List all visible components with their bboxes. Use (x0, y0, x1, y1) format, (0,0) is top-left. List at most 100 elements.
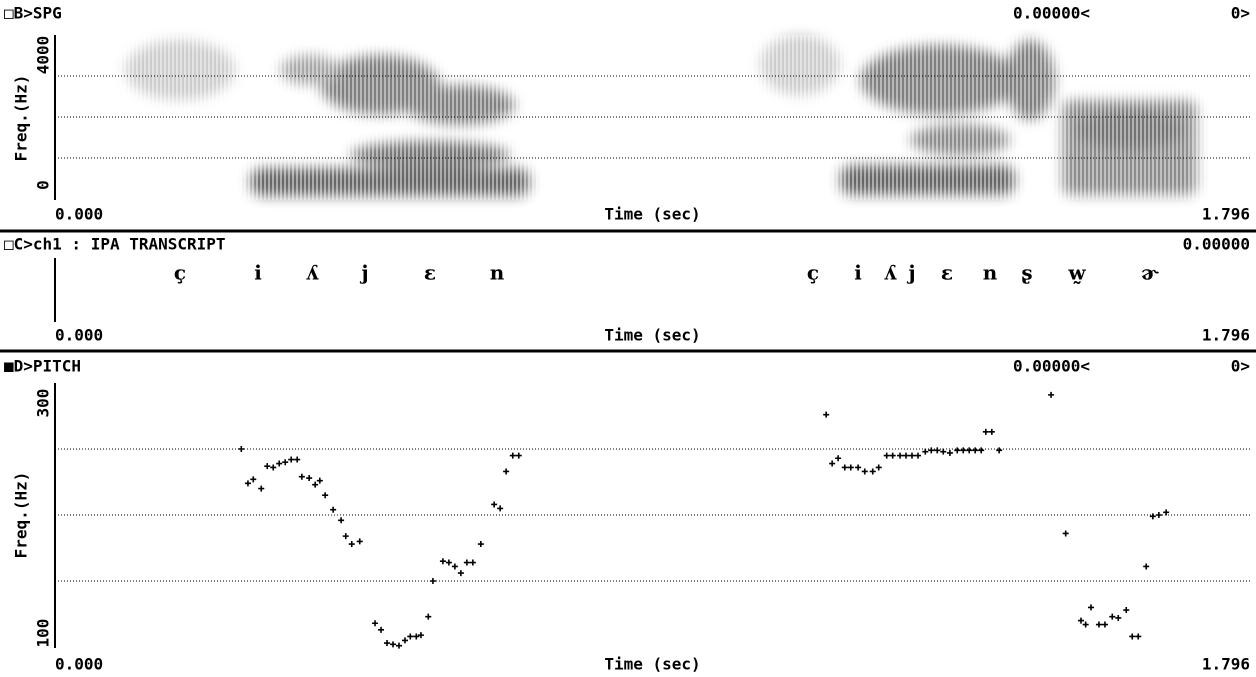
pitch-point (1123, 607, 1130, 614)
ipa-symbol: i (254, 261, 262, 285)
pitch-point (922, 448, 929, 455)
pitch-point (978, 447, 985, 454)
pitch-point (1155, 512, 1162, 518)
pitch-point (250, 476, 257, 483)
ipa-symbol: ʎ (306, 261, 320, 285)
ipa-symbols: ç i ʎ j ɛ n ç i ʎ j ɛ n ʂ w̰ ɚ (174, 261, 1160, 285)
pitch-point (883, 452, 890, 459)
pitch-point (407, 633, 414, 640)
pitch-point (258, 485, 265, 492)
pitch-point (823, 411, 830, 418)
pitch-point (509, 452, 516, 459)
pitch-point (889, 452, 896, 459)
ipa-symbol: n (490, 261, 505, 285)
pitch-point (425, 613, 432, 620)
x-axis-label: Time (sec) (604, 655, 700, 674)
pitch-point (1115, 614, 1122, 621)
pitch-point (342, 533, 349, 540)
ipa-symbol: n (983, 261, 998, 285)
ipa-symbol: ç (174, 261, 186, 285)
x-tick-label: 0.000 (55, 655, 103, 674)
pitch-point (982, 428, 989, 435)
pitch-point (348, 541, 355, 548)
pitch-point (330, 506, 337, 513)
pitch-point (491, 501, 498, 508)
pitch-point (1078, 617, 1084, 624)
panel-header: □C>ch1 : IPA TRANSCRIPT (4, 235, 226, 254)
cursor-count: 0> (1231, 357, 1250, 376)
pitch-point (897, 452, 904, 459)
pitch-point (439, 558, 446, 565)
y-tick-label: 0 (34, 180, 53, 190)
pitch-point (835, 455, 842, 462)
pitch-point (395, 642, 402, 649)
pitch-point (1062, 530, 1069, 537)
pitch-point (288, 456, 295, 463)
pitch-point (264, 463, 271, 470)
pitch-point (1048, 391, 1055, 398)
pitch-point (1129, 633, 1136, 640)
pitch-point (294, 456, 301, 463)
pitch-point (413, 633, 420, 640)
pitch-point (244, 480, 251, 487)
pitch-point (457, 570, 464, 577)
pitch-point (270, 464, 277, 471)
pitch-point (914, 452, 921, 459)
pitch-point (417, 632, 424, 639)
x-tick-label: 0.000 (55, 326, 103, 345)
y-axis-label: Freq.(Hz) (12, 75, 31, 162)
pitch-point (988, 428, 995, 435)
pitch-point (847, 464, 854, 471)
pitch-point (401, 637, 408, 644)
panel-header: □B>SPG (4, 4, 62, 23)
x-tick-label: 1.796 (1202, 655, 1250, 674)
pitch-point (996, 447, 1003, 454)
pitch-point (1087, 604, 1094, 611)
x-tick-label: 1.796 (1202, 205, 1250, 224)
pitch-point (316, 477, 323, 484)
ipa-symbol: ç (807, 261, 819, 285)
pitch-point (298, 473, 305, 480)
pitch-point (515, 452, 522, 459)
pitch-point (966, 447, 973, 454)
pitch-point (306, 475, 313, 482)
pitch-point (928, 447, 935, 454)
pitch-point (378, 626, 385, 633)
pitch-point (861, 468, 868, 475)
pitch-point (1101, 621, 1108, 628)
pitch-point (908, 452, 915, 459)
pitch-point (1143, 563, 1150, 570)
pitch-point (338, 517, 345, 524)
ipa-symbol: ʂ (1021, 261, 1032, 285)
pitch-point (1109, 613, 1116, 620)
pitch-point (940, 448, 947, 455)
ipa-symbol: ɛ (941, 261, 953, 285)
pitch-point (463, 559, 470, 566)
pitch-point (312, 481, 319, 488)
pitch-point (855, 464, 862, 471)
pitch-point (934, 447, 941, 454)
pitch-point (384, 640, 391, 647)
pitch-point (469, 559, 476, 566)
ipa-symbol: ɛ (424, 261, 436, 285)
pitch-point (322, 492, 329, 499)
pitch-point (372, 620, 379, 627)
ipa-symbol: j (906, 261, 915, 285)
pitch-point (356, 538, 363, 545)
ipa-symbol: j (359, 261, 368, 285)
y-tick-label: 4000 (34, 36, 53, 75)
pitch-point (829, 460, 836, 467)
pitch-point (841, 464, 848, 471)
pitch-point (869, 468, 876, 475)
pitch-point (282, 459, 289, 466)
pitch-point (960, 447, 967, 454)
ipa-symbol: ʎ (884, 261, 898, 285)
x-tick-label: 0.000 (55, 205, 103, 224)
x-axis-label: Time (sec) (604, 205, 700, 224)
pitch-point (1082, 621, 1089, 628)
pitch-point (497, 505, 504, 512)
pitch-point (390, 641, 397, 648)
pitch-point (451, 563, 458, 570)
pitch-point (972, 447, 979, 454)
